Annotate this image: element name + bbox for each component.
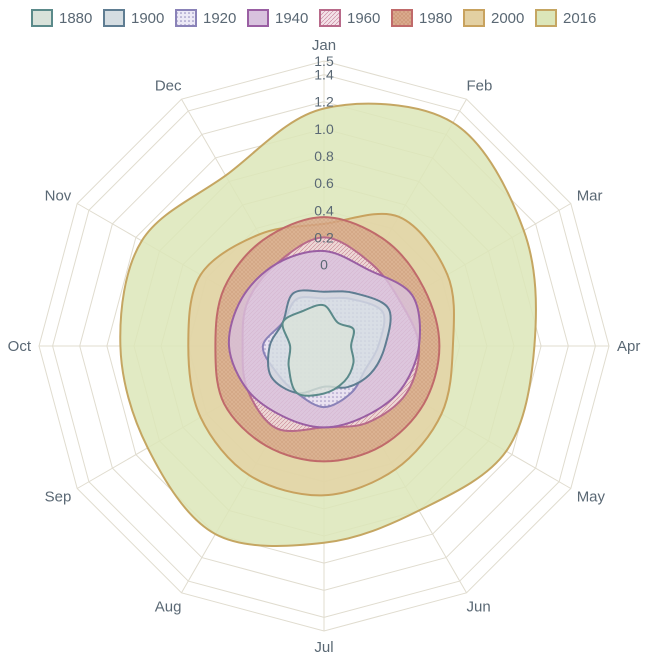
legend-swatch-1960[interactable] (319, 9, 341, 27)
month-label-may: May (577, 489, 606, 506)
legend-label-1920[interactable]: 1920 (203, 10, 236, 27)
legend: 1880 1900 1920 1940 1960 1980 2000 2016 (31, 9, 596, 27)
month-label-aug: Aug (155, 599, 182, 616)
month-labels: Jan Feb Mar Apr May Jun Jul Aug Sep Oct Nov Dec (8, 37, 641, 656)
legend-swatch-1940[interactable] (247, 9, 269, 27)
radial-tick-label: 0 (320, 257, 328, 273)
month-label-jun: Jun (467, 599, 491, 616)
legend-label-1960[interactable]: 1960 (347, 10, 380, 27)
legend-swatch-1900[interactable] (103, 9, 125, 27)
radial-tick-label: 0.2 (314, 229, 334, 245)
month-label-oct: Oct (8, 338, 32, 355)
month-label-jan: Jan (312, 37, 336, 54)
radial-tick-label: 0.6 (314, 175, 334, 191)
legend-label-1880[interactable]: 1880 (59, 10, 92, 27)
legend-label-2000[interactable]: 2000 (491, 10, 524, 27)
month-label-apr: Apr (617, 338, 640, 355)
month-label-feb: Feb (467, 77, 493, 94)
month-label-dec: Dec (155, 77, 182, 94)
legend-label-1980[interactable]: 1980 (419, 10, 452, 27)
series-area-1880 (281, 303, 355, 397)
legend-swatch-2000[interactable] (463, 9, 485, 27)
legend-label-2016[interactable]: 2016 (563, 10, 596, 27)
radial-tick-label: 1.0 (314, 121, 334, 137)
radial-tick-label: 1.4 (314, 67, 334, 83)
legend-swatch-2016[interactable] (535, 9, 557, 27)
radial-tick-label: 0.8 (314, 148, 334, 164)
legend-swatch-1920[interactable] (175, 9, 197, 27)
radial-tick-label: 1.5 (314, 53, 334, 69)
legend-swatch-1880[interactable] (31, 9, 53, 27)
month-label-mar: Mar (577, 188, 603, 205)
month-label-nov: Nov (45, 188, 72, 205)
radial-tick-labels: 0 0.2 0.4 0.6 0.8 1.0 1.2 1.41.5 (314, 53, 334, 273)
radial-tick-label: 1.2 (314, 94, 334, 110)
legend-label-1900[interactable]: 1900 (131, 10, 164, 27)
legend-swatch-1980[interactable] (391, 9, 413, 27)
legend-label-1940[interactable]: 1940 (275, 10, 308, 27)
month-label-jul: Jul (314, 639, 333, 656)
series-areas (119, 102, 537, 547)
month-label-sep: Sep (45, 489, 72, 506)
radial-tick-label: 0.4 (314, 202, 334, 218)
